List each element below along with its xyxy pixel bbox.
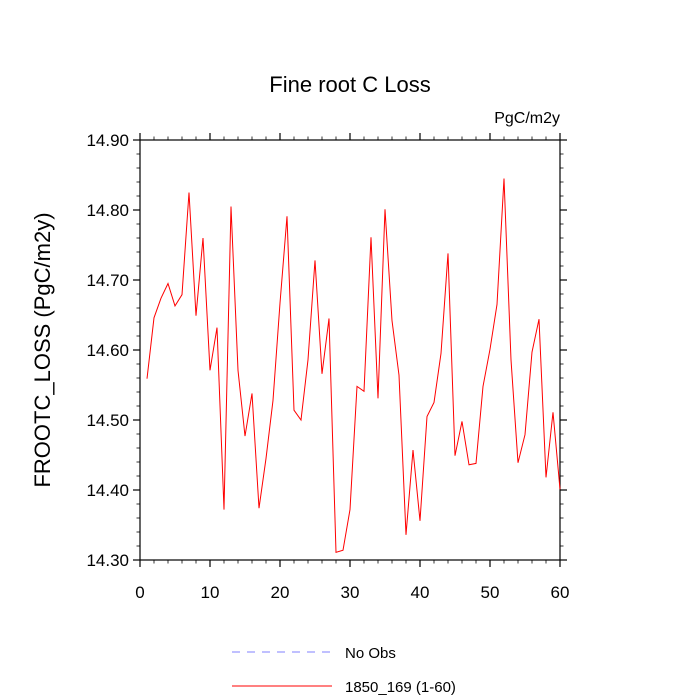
y-tick-label: 14.30 (86, 551, 129, 570)
plot-frame (139, 139, 561, 561)
x-tick-label: 30 (341, 583, 360, 602)
y-tick-label: 14.50 (86, 411, 129, 430)
legend-label: No Obs (345, 645, 396, 662)
plot-axes: 0 10 20 30 40 50 60 14.30 14.40 14.50 14.60 14.70 14… (86, 131, 569, 602)
legend-label: 1850_169 (1-60) (345, 679, 456, 696)
y-tick-label: 14.40 (86, 481, 129, 500)
x-tick-label: 60 (551, 583, 570, 602)
series-line (146, 178, 561, 553)
y-tick-label: 14.70 (86, 271, 129, 290)
y-tick-label: 14.90 (86, 131, 129, 150)
chart-title: Fine root C Loss (269, 72, 430, 97)
x-tick-label: 10 (201, 583, 220, 602)
series-layer (146, 178, 561, 553)
x-tick-label: 20 (271, 583, 290, 602)
y-tick-label: 14.80 (86, 201, 129, 220)
x-tick-label: 0 (135, 583, 144, 602)
x-tick-label: 40 (411, 583, 430, 602)
x-tick-label: 50 (481, 583, 500, 602)
units-label: PgC/m2y (494, 110, 560, 127)
legend: No Obs 1850_169 (1-60) (232, 645, 456, 696)
y-axis-label: FROOTC_LOSS (PgC/m2y) (30, 212, 55, 487)
y-tick-label: 14.60 (86, 341, 129, 360)
